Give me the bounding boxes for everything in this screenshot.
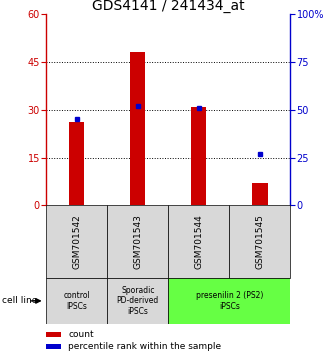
Text: control
IPSCs: control IPSCs xyxy=(63,291,90,310)
Text: cell line: cell line xyxy=(2,296,37,306)
Bar xyxy=(130,52,146,205)
Bar xyxy=(46,205,107,278)
Text: Sporadic
PD-derived
iPSCs: Sporadic PD-derived iPSCs xyxy=(116,286,159,316)
Bar xyxy=(107,278,168,324)
Text: percentile rank within the sample: percentile rank within the sample xyxy=(68,342,221,351)
Bar xyxy=(252,183,268,205)
Bar xyxy=(107,205,168,278)
Bar xyxy=(69,122,84,205)
Bar xyxy=(168,205,229,278)
Title: GDS4141 / 241434_at: GDS4141 / 241434_at xyxy=(92,0,245,13)
Bar xyxy=(46,278,107,324)
Bar xyxy=(191,107,207,205)
Text: GSM701545: GSM701545 xyxy=(255,214,264,269)
Text: count: count xyxy=(68,330,94,339)
Text: GSM701542: GSM701542 xyxy=(72,214,81,269)
Text: presenilin 2 (PS2)
iPSCs: presenilin 2 (PS2) iPSCs xyxy=(196,291,263,310)
Bar xyxy=(46,332,61,337)
Text: GSM701544: GSM701544 xyxy=(194,214,203,269)
Bar xyxy=(229,205,290,278)
Text: GSM701543: GSM701543 xyxy=(133,214,142,269)
Bar xyxy=(46,344,61,349)
Bar xyxy=(168,278,290,324)
